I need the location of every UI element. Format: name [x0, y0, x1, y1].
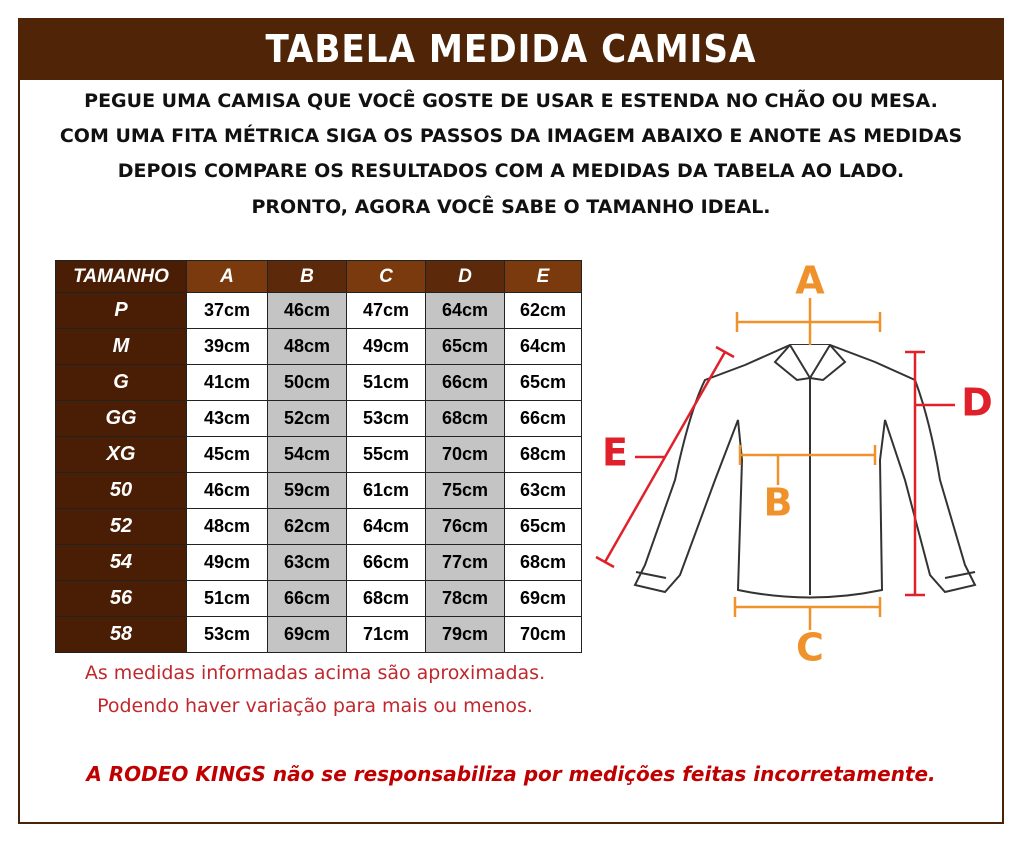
size-label: 58	[55, 616, 187, 653]
measure-cell: 49cm	[346, 328, 426, 365]
measure-cell: 66cm	[267, 580, 347, 617]
measure-cell: 48cm	[267, 328, 347, 365]
column-header: TAMANHO	[55, 260, 187, 293]
size-label: P	[55, 292, 187, 329]
measure-cell: 52cm	[267, 400, 347, 437]
measure-cell: 76cm	[425, 508, 505, 545]
measure-cell: 41cm	[186, 364, 268, 401]
column-header: C	[346, 260, 426, 293]
measure-cell: 49cm	[186, 544, 268, 581]
size-table: TAMANHO A B C D E P 37cm 46cm 47cm 64cm 62cm M 39cm 48…	[55, 260, 582, 653]
instruction: DEPOIS COMPARE OS RESULTADOS COM A MEDID…	[117, 160, 905, 182]
size-row: XG 45cm 54cm 55cm 70cm 68cm	[55, 436, 582, 473]
measure-cell: 68cm	[504, 544, 582, 581]
measure-cell: 65cm	[425, 328, 505, 365]
measure-cell: 78cm	[425, 580, 505, 617]
size-row: 58 53cm 69cm 71cm 79cm 70cm	[55, 616, 582, 653]
size-label: GG	[55, 400, 187, 437]
measure-cell: 75cm	[425, 472, 505, 509]
disclaimer: A RODEO KINGS não se responsabiliza por …	[86, 762, 936, 786]
measure-cell: 71cm	[346, 616, 426, 653]
measure-cell: 48cm	[186, 508, 268, 545]
measure-cell: 69cm	[267, 616, 347, 653]
size-label: XG	[55, 436, 187, 473]
note: Podendo haver variação para mais ou meno…	[97, 695, 533, 717]
size-label: 52	[55, 508, 187, 545]
column-header: D	[425, 260, 505, 293]
header-row: TAMANHO A B C D E	[55, 260, 582, 293]
measure-cell: 68cm	[425, 400, 505, 437]
measure-cell: 53cm	[346, 400, 426, 437]
measure-cell: 68cm	[346, 580, 426, 617]
instruction: COM UMA FITA MÉTRICA SIGA OS PASSOS DA I…	[59, 125, 963, 147]
title: TABELA MEDIDA CAMISA	[18, 18, 1004, 80]
measure-cell: 59cm	[267, 472, 347, 509]
size-row: 52 48cm 62cm 64cm 76cm 65cm	[55, 508, 582, 545]
measure-cell: 63cm	[504, 472, 582, 509]
measure-cell: 66cm	[346, 544, 426, 581]
measure-cell: 62cm	[504, 292, 582, 329]
measure-cell: 43cm	[186, 400, 268, 437]
measure-cell: 46cm	[186, 472, 268, 509]
measure-cell: 51cm	[186, 580, 268, 617]
measure-cell: 70cm	[504, 616, 582, 653]
size-label: G	[55, 364, 187, 401]
measure-cell: 47cm	[346, 292, 426, 329]
measure-cell: 69cm	[504, 580, 582, 617]
column-header: A	[186, 260, 268, 293]
size-row: GG 43cm 52cm 53cm 68cm 66cm	[55, 400, 582, 437]
size-row: P 37cm 46cm 47cm 64cm 62cm	[55, 292, 582, 329]
size-label: M	[55, 328, 187, 365]
measure-cell: 62cm	[267, 508, 347, 545]
measure-cell: 77cm	[425, 544, 505, 581]
size-label: 56	[55, 580, 187, 617]
measure-cell: 66cm	[425, 364, 505, 401]
measure-cell: 53cm	[186, 616, 268, 653]
size-row: G 41cm 50cm 51cm 66cm 65cm	[55, 364, 582, 401]
instruction: PEGUE UMA CAMISA QUE VOCÊ GOSTE DE USAR …	[84, 90, 938, 112]
measure-cell: 68cm	[504, 436, 582, 473]
measure-cell: 64cm	[504, 328, 582, 365]
instruction: PRONTO, AGORA VOCÊ SABE O TAMANHO IDEAL.	[251, 196, 771, 218]
measure-cell: 61cm	[346, 472, 426, 509]
measure-cell: 63cm	[267, 544, 347, 581]
measure-cell: 50cm	[267, 364, 347, 401]
size-label: 54	[55, 544, 187, 581]
measure-cell: 79cm	[425, 616, 505, 653]
size-label: 50	[55, 472, 187, 509]
measure-cell: 51cm	[346, 364, 426, 401]
measure-cell: 64cm	[346, 508, 426, 545]
column-header: E	[504, 260, 582, 293]
measure-cell: 37cm	[186, 292, 268, 329]
measure-cell: 39cm	[186, 328, 268, 365]
measure-cell: 64cm	[425, 292, 505, 329]
measure-cell: 65cm	[504, 364, 582, 401]
size-row: 56 51cm 66cm 68cm 78cm 69cm	[55, 580, 582, 617]
measure-cell: 55cm	[346, 436, 426, 473]
measure-cell: 54cm	[267, 436, 347, 473]
measure-cell: 46cm	[267, 292, 347, 329]
column-header: B	[267, 260, 347, 293]
measure-cell: 65cm	[504, 508, 582, 545]
note: As medidas informadas acima são aproxima…	[84, 662, 546, 684]
size-row: M 39cm 48cm 49cm 65cm 64cm	[55, 328, 582, 365]
measure-cell: 70cm	[425, 436, 505, 473]
measure-cell: 45cm	[186, 436, 268, 473]
size-row: 50 46cm 59cm 61cm 75cm 63cm	[55, 472, 582, 509]
measure-cell: 66cm	[504, 400, 582, 437]
size-row: 54 49cm 63cm 66cm 77cm 68cm	[55, 544, 582, 581]
